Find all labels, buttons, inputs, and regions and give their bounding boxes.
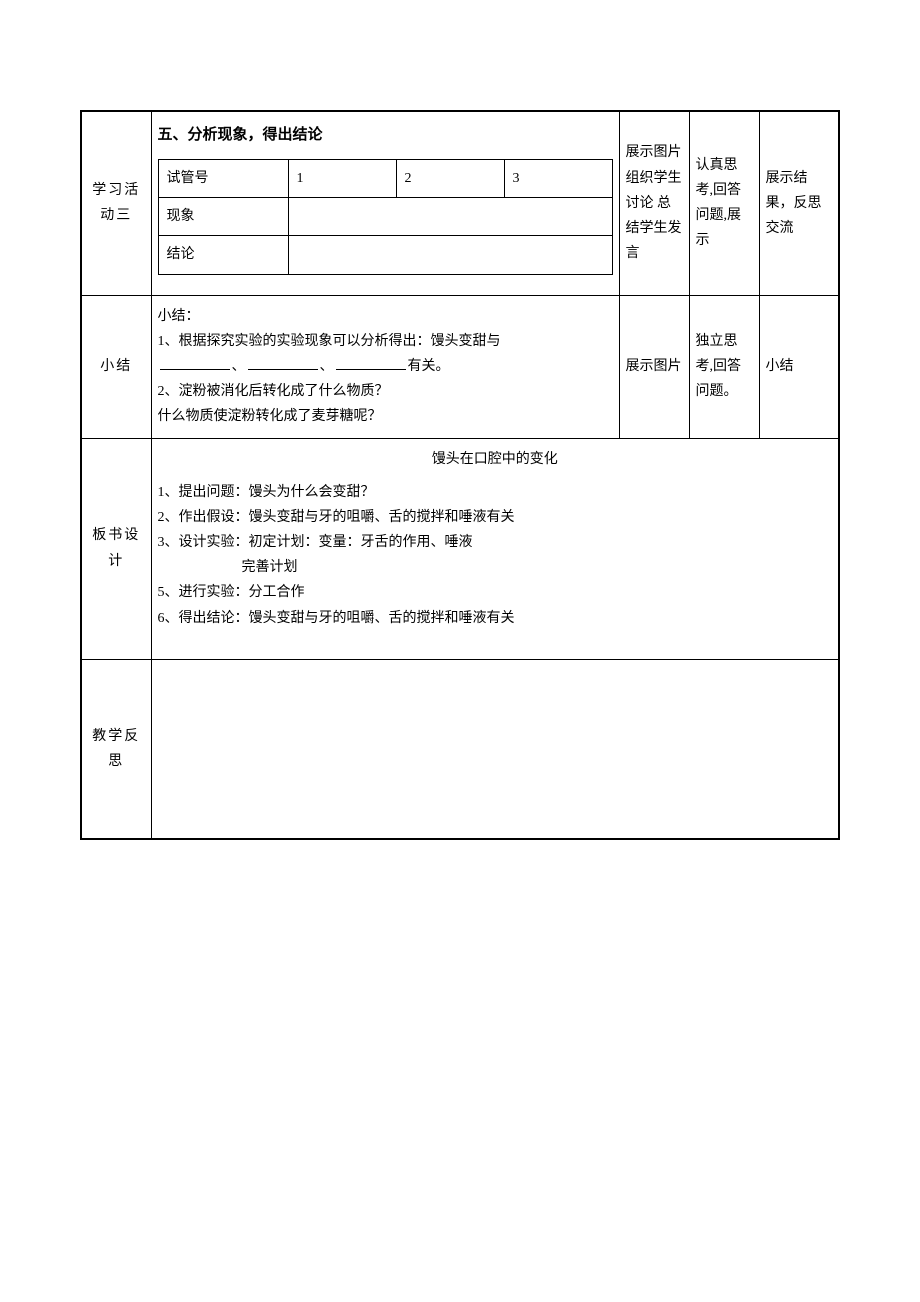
board-l3b: 完善计划 <box>158 555 833 580</box>
summary-line3: 什么物质使淀粉转化成了麦芽糖呢？ <box>158 404 613 429</box>
test-tube-table: 试管号 1 2 3 现象 结论 <box>158 159 613 275</box>
summary-label: 小结 <box>81 295 151 438</box>
activity-3-student: 认真思考,回答问题,展示 <box>689 111 759 295</box>
board-l2: 2、作出假设：馒头变甜与牙的咀嚼、舌的搅拌和唾液有关 <box>158 505 833 530</box>
lesson-plan-table: 学习活动三 五、分析现象，得出结论 试管号 1 2 3 现象 结论 <box>80 110 840 840</box>
board-title: 馒头在口腔中的变化 <box>158 447 833 472</box>
board-l5: 5、进行实验：分工合作 <box>158 580 833 605</box>
header-tube: 试管号 <box>158 160 288 198</box>
conclusion-value <box>288 236 612 274</box>
board-l3: 3、设计实验：初定计划：变量：牙舌的作用、唾液 <box>158 530 833 555</box>
summary-blanks: 、 、 有关。 <box>158 354 613 379</box>
blank-1 <box>160 356 230 370</box>
summary-row: 小结 小结： 1、根据探究实验的实验现象可以分析得出：馒头变甜与 、 、 有关。 2… <box>81 295 839 438</box>
board-l6: 6、得出结论：馒头变甜与牙的咀嚼、舌的搅拌和唾液有关 <box>158 606 833 631</box>
blank-3 <box>336 356 406 370</box>
summary-student: 独立思考,回答问题。 <box>689 295 759 438</box>
conclusion-row: 结论 <box>158 236 612 274</box>
board-row: 板书设计 馒头在口腔中的变化 1、提出问题：馒头为什么会变甜？ 2、作出假设：馒… <box>81 438 839 659</box>
summary-content: 小结： 1、根据探究实验的实验现象可以分析得出：馒头变甜与 、 、 有关。 2、淀粉… <box>151 295 619 438</box>
activity-3-content: 五、分析现象，得出结论 试管号 1 2 3 现象 结论 <box>151 111 619 295</box>
board-l1: 1、提出问题：馒头为什么会变甜？ <box>158 480 833 505</box>
board-spacer <box>158 631 833 651</box>
board-content: 馒头在口腔中的变化 1、提出问题：馒头为什么会变甜？ 2、作出假设：馒头变甜与牙… <box>151 438 839 659</box>
summary-line1-wrap: 1、根据探究实验的实验现象可以分析得出：馒头变甜与 <box>158 329 613 354</box>
board-label: 板书设计 <box>81 438 151 659</box>
activity-3-title: 五、分析现象，得出结论 <box>158 122 613 153</box>
summary-line1: 1、根据探究实验的实验现象可以分析得出：馒头变甜与 <box>158 334 501 349</box>
header-3: 3 <box>504 160 612 198</box>
summary-teacher: 展示图片 <box>619 295 689 438</box>
header-2: 2 <box>396 160 504 198</box>
sep1: 、 <box>232 359 246 374</box>
reflection-row: 教学反思 <box>81 659 839 839</box>
reflection-label: 教学反思 <box>81 659 151 839</box>
phenomenon-label: 现象 <box>158 198 288 236</box>
summary-line2: 2、淀粉被消化后转化成了什么物质？ <box>158 379 613 404</box>
blank-2 <box>248 356 318 370</box>
reflection-content <box>151 659 839 839</box>
test-tube-header-row: 试管号 1 2 3 <box>158 160 612 198</box>
phenomenon-row: 现象 <box>158 198 612 236</box>
sep2: 、 <box>320 359 334 374</box>
summary-line0: 小结： <box>158 304 613 329</box>
summary-right: 小结 <box>759 295 839 438</box>
phenomenon-value <box>288 198 612 236</box>
activity-3-teacher: 展示图片组织学生讨论 总结学生发言 <box>619 111 689 295</box>
activity-3-row: 学习活动三 五、分析现象，得出结论 试管号 1 2 3 现象 结论 <box>81 111 839 295</box>
activity-3-right: 展示结果，反思交流 <box>759 111 839 295</box>
header-1: 1 <box>288 160 396 198</box>
activity-3-label: 学习活动三 <box>81 111 151 295</box>
conclusion-label: 结论 <box>158 236 288 274</box>
tail1: 有关。 <box>408 359 450 374</box>
